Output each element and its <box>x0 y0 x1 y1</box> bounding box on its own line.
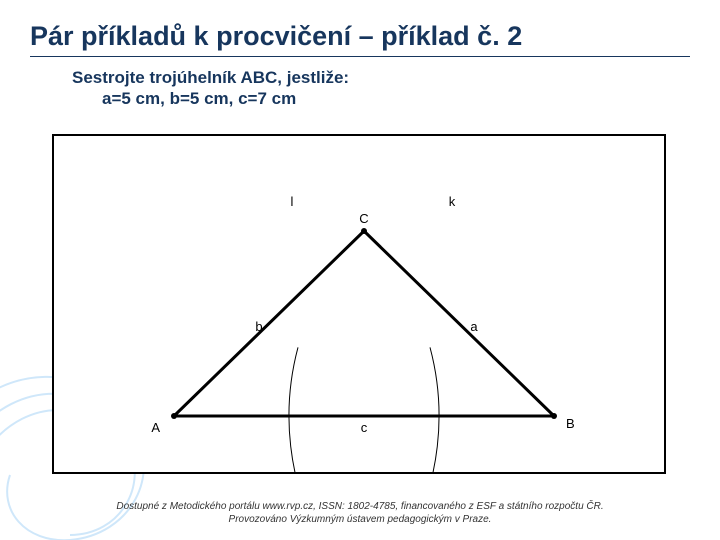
edge-label-c: c <box>361 420 368 435</box>
vertex-C <box>361 228 367 234</box>
subtitle-line1: Sestrojte trojúhelník ABC, jestliže: <box>72 68 349 87</box>
edge-label-a: a <box>470 319 478 334</box>
edge-CA <box>174 231 364 416</box>
arc-label-k: k <box>449 194 456 209</box>
vertex-B <box>551 413 557 419</box>
edge-label-b: b <box>255 319 262 334</box>
vertex-label-B: B <box>566 416 575 431</box>
page-title: Pár příkladů k procvičení – příklad č. 2 <box>30 22 690 52</box>
construction-figure: k l A B Ca b c <box>52 134 666 474</box>
arc-label-l: l <box>291 194 294 209</box>
construction-svg: k l A B Ca b c <box>54 136 664 472</box>
vertex-A <box>171 413 177 419</box>
footer: Dostupné z Metodického portálu www.rvp.c… <box>0 501 720 526</box>
slide: Pár příkladů k procvičení – příklad č. 2… <box>0 0 720 540</box>
arc-l <box>289 347 485 472</box>
edge-BC <box>364 231 554 416</box>
vertex-label-C: C <box>359 211 368 226</box>
footer-line2: Provozováno Výzkumným ústavem pedagogick… <box>229 514 492 525</box>
footer-line1: Dostupné z Metodického portálu www.rvp.c… <box>116 501 603 512</box>
subtitle-line2: a=5 cm, b=5 cm, c=7 cm <box>102 88 690 109</box>
arc-k <box>243 347 439 472</box>
vertex-label-A: A <box>151 420 160 435</box>
title-rule <box>30 56 690 57</box>
subtitle: Sestrojte trojúhelník ABC, jestliže: a=5… <box>72 67 690 110</box>
